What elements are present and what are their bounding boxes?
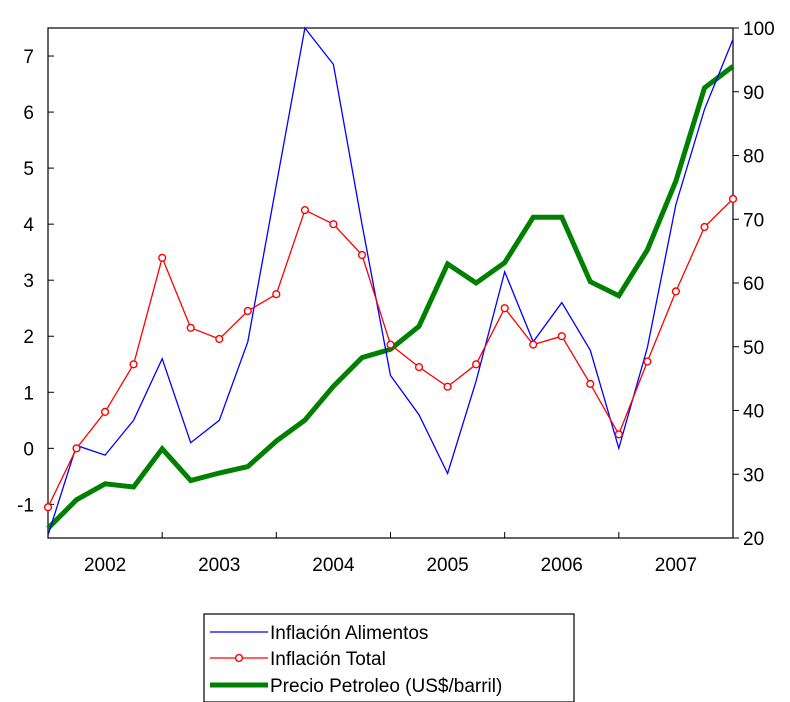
data-point-inflacion-total <box>557 332 566 341</box>
data-point-inflacion-total <box>158 253 167 262</box>
right-tick-label: 60 <box>743 274 764 295</box>
data-point-inflacion-total <box>243 306 252 316</box>
x-tick-label: 2007 <box>655 555 697 576</box>
legend-label-precio-petroleo: Precio Petroleo (US$/barril) <box>270 676 502 697</box>
data-point-inflacion-total <box>186 323 195 332</box>
series-layer <box>43 26 738 536</box>
left-tick-label: 5 <box>23 159 34 180</box>
series-line-inflacion-alimentos <box>47 26 734 536</box>
right-tick-label: 100 <box>743 19 775 40</box>
legend-label-inflacion-total: Inflación Total <box>270 649 386 670</box>
legend-label-inflacion-alimentos: Inflación Alimentos <box>270 623 428 644</box>
data-point-inflacion-total <box>643 357 652 366</box>
left-axis: -1 0 1 2 3 4 5 6 7 <box>17 47 54 516</box>
data-point-inflacion-total <box>414 363 424 372</box>
data-point-inflacion-total <box>529 340 538 349</box>
data-point-inflacion-total <box>100 407 110 417</box>
data-point-inflacion-total <box>215 334 224 344</box>
x-axis: 2002 2003 2004 2005 2006 2007 <box>84 532 697 576</box>
data-point-inflacion-total <box>43 503 53 512</box>
x-tick-label: 2002 <box>84 555 126 576</box>
legend: Inflación Alimentos Inflación Total Prec… <box>203 613 575 702</box>
data-point-inflacion-total <box>728 194 738 204</box>
left-tick-label: -1 <box>17 495 34 516</box>
left-tick-label: 3 <box>23 271 34 292</box>
right-tick-label: 20 <box>743 529 764 550</box>
x-tick-label: 2005 <box>426 555 468 576</box>
right-tick-label: 80 <box>743 147 764 168</box>
data-point-inflacion-total <box>129 360 138 369</box>
right-tick-label: 40 <box>743 402 764 423</box>
data-point-inflacion-total <box>614 430 623 439</box>
x-tick-label: 2006 <box>541 555 583 576</box>
data-point-inflacion-total <box>329 220 338 229</box>
data-point-inflacion-total <box>700 222 709 232</box>
data-point-inflacion-total <box>386 340 395 349</box>
data-point-inflacion-total <box>357 250 367 260</box>
legend-marker-inflacion-total <box>234 653 244 663</box>
data-point-inflacion-total <box>500 304 509 313</box>
left-tick-label: 0 <box>23 439 34 460</box>
data-point-inflacion-total <box>443 382 452 391</box>
left-tick-label: 1 <box>23 383 34 404</box>
right-tick-label: 70 <box>743 210 764 231</box>
data-point-inflacion-total <box>300 206 310 215</box>
data-point-inflacion-total <box>472 360 481 369</box>
right-axis: 20 30 40 50 60 70 80 90 100 <box>733 19 775 550</box>
left-tick-label: 6 <box>23 103 34 124</box>
right-tick-label: 50 <box>743 338 764 359</box>
data-point-inflacion-total <box>272 290 281 299</box>
data-point-inflacion-total <box>586 379 595 389</box>
series-line-precio-petroleo-us-barril <box>46 64 735 531</box>
x-tick-label: 2004 <box>312 555 355 576</box>
right-tick-label: 30 <box>743 465 764 486</box>
data-point-inflacion-total <box>72 444 81 453</box>
left-tick-label: 4 <box>23 215 34 236</box>
data-point-inflacion-total <box>671 287 681 296</box>
left-tick-label: 7 <box>23 47 34 68</box>
right-tick-label: 90 <box>743 83 764 104</box>
left-tick-label: 2 <box>23 327 34 348</box>
x-tick-label: 2003 <box>198 555 240 576</box>
